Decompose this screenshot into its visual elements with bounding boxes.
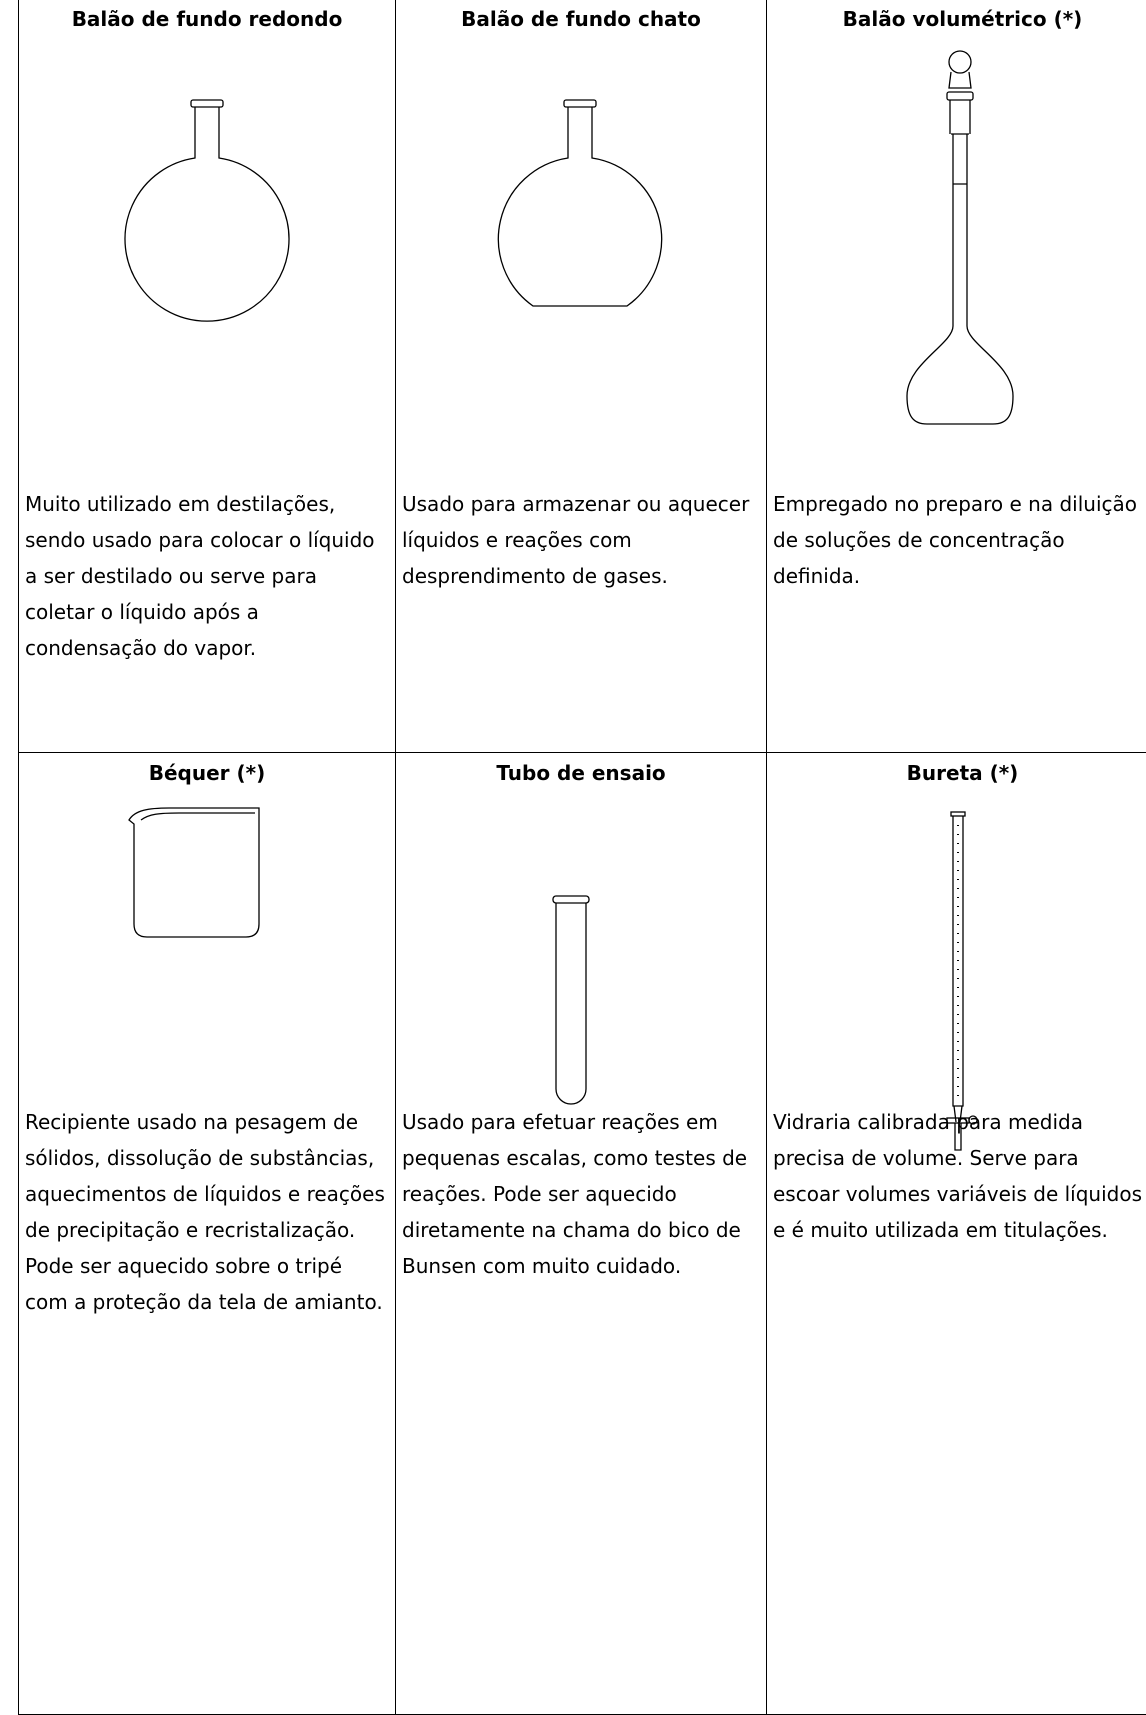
table-row: Béquer (*) Recipiente usado na pesagem d… [19, 753, 1146, 1715]
drawing-stroke [951, 134, 969, 184]
cell-title: Balão de fundo redondo [19, 0, 395, 44]
drawing-stroke [141, 813, 255, 820]
drawing-stroke [949, 51, 971, 73]
drawing-stroke [553, 896, 589, 903]
cell-description: Usado para efetuar reações em pequenas e… [396, 1104, 766, 1284]
table-cell: Tubo de ensaio Usado para efetuar reaçõe… [396, 753, 767, 1715]
glassware-table: Balão de fundo redondo Muito utilizado e… [18, 0, 1146, 1715]
test-tube [396, 798, 767, 1104]
drawing-stroke [498, 107, 661, 306]
cell-title: Balão volumétrico (*) [767, 0, 1146, 44]
drawing-stroke [556, 903, 586, 1104]
cell-description: Usado para armazenar ou aquecer líquidos… [396, 486, 766, 594]
drawing-stroke [907, 134, 1013, 424]
drawing-stroke [950, 100, 970, 134]
cell-description: Vidraria calibrada para medida precisa d… [767, 1104, 1146, 1248]
burette [767, 798, 1146, 1104]
drawing-stroke [947, 92, 973, 100]
beaker [19, 798, 396, 1104]
flat-bottom-flask [396, 44, 767, 486]
cell-description: Empregado no preparo e na diluição de so… [767, 486, 1146, 594]
cell-title: Béquer (*) [19, 753, 395, 798]
table-cell: Béquer (*) Recipiente usado na pesagem d… [19, 753, 396, 1715]
cell-title: Tubo de ensaio [396, 753, 766, 798]
round-bottom-flask [19, 44, 396, 486]
cell-description: Recipiente usado na pesagem de sólidos, … [19, 1104, 395, 1320]
drawing-stroke [191, 100, 223, 107]
table-cell: Balão de fundo chato Usado para armazena… [396, 0, 767, 753]
drawing-stroke [949, 72, 971, 88]
cell-description: Muito utilizado em destilações, sendo us… [19, 486, 395, 666]
drawing-stroke [125, 107, 289, 321]
cell-title: Bureta (*) [767, 753, 1146, 798]
drawing-stroke [129, 808, 259, 937]
table-row: Balão de fundo redondo Muito utilizado e… [19, 0, 1146, 753]
table-cell: Bureta (*) Vidraria calibrada para medid… [767, 753, 1146, 1715]
drawing-stroke [953, 820, 959, 1100]
drawing-stroke [951, 812, 965, 816]
volumetric-flask [767, 44, 1146, 486]
drawing-stroke [564, 100, 596, 107]
table-cell: Balão de fundo redondo Muito utilizado e… [19, 0, 396, 753]
table-cell: Balão volumétrico (*) Empregado no prepa… [767, 0, 1146, 753]
cell-title: Balão de fundo chato [396, 0, 766, 44]
